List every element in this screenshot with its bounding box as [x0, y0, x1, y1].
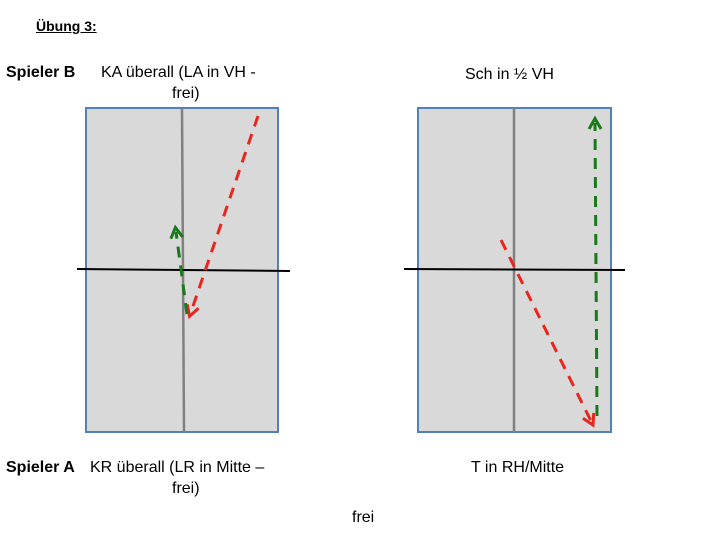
player-a-right-text: T in RH/Mitte — [471, 459, 565, 476]
player-a-label: Spieler A — [6, 459, 75, 476]
right-table — [403, 107, 626, 433]
right-green-arrow — [587, 115, 603, 417]
player-b-right-text: Sch in ½ VH — [465, 66, 554, 83]
left-table — [76, 107, 291, 433]
player-a-left-text-line2: frei) — [172, 480, 200, 497]
player-b-left-text-line2: frei) — [172, 85, 200, 102]
bottom-note: frei — [352, 509, 375, 526]
right-red-arrow — [499, 239, 596, 428]
player-a-left-text-line1: KR überall (LR in Mitte – — [90, 459, 265, 476]
player-b-left-text-line1: KA überall (LA in VH - — [101, 64, 256, 81]
left-green-arrow — [169, 224, 189, 315]
exercise-title: Übung 3: — [36, 18, 97, 34]
right-table-net — [403, 268, 626, 271]
player-b-label: Spieler B — [6, 64, 76, 81]
left-red-arrow — [185, 115, 260, 320]
left-table-net — [76, 268, 291, 272]
